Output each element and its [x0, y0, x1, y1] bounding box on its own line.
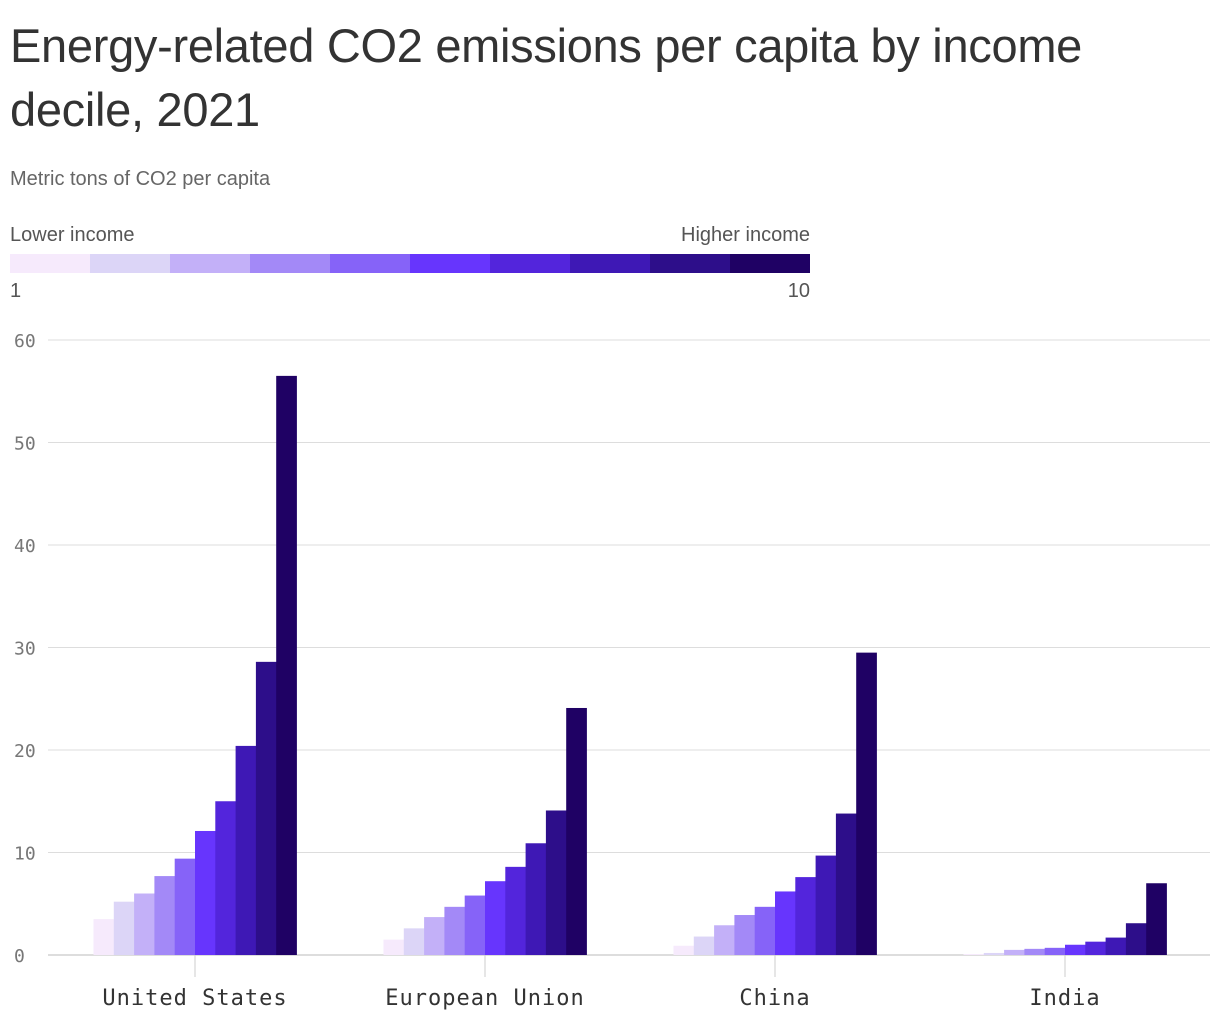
x-tick-label: United States: [102, 986, 287, 1011]
y-tick-label: 0: [14, 946, 25, 967]
bar-european-union-decile-7: [505, 866, 526, 955]
legend-swatch-7: [490, 254, 570, 273]
bar-china-decile-9: [835, 813, 857, 955]
legend-swatch-2: [90, 254, 170, 273]
bar-european-union-decile-9: [545, 810, 567, 955]
bar-united-states-decile-4: [154, 876, 176, 955]
bar-european-union-decile-1: [383, 939, 405, 956]
bar-european-union-decile-4: [444, 906, 466, 955]
y-tick-label: 10: [14, 844, 36, 865]
y-tick-label: 30: [14, 639, 36, 660]
legend-swatch-5: [330, 254, 410, 273]
bar-united-states-decile-5: [174, 858, 196, 955]
bar-united-states-decile-3: [134, 893, 155, 955]
bar-european-union-decile-3: [424, 917, 445, 955]
bar-european-union-decile-5: [464, 895, 486, 955]
legend-high-label: Higher income: [681, 224, 810, 246]
bar-china-decile-4: [734, 915, 756, 955]
y-tick-label: 60: [14, 331, 36, 352]
bar-china-decile-2: [693, 936, 715, 955]
y-tick-label: 20: [14, 741, 36, 762]
chart-title: Energy-related CO2 emissions per capita …: [10, 19, 1083, 136]
bar-european-union-decile-2: [403, 928, 425, 955]
bar-china-decile-6: [775, 891, 796, 955]
bar-india-decile-3: [1004, 949, 1025, 956]
legend-swatch-8: [570, 254, 650, 273]
bar-india-decile-8: [1105, 937, 1127, 955]
bar-united-states-decile-7: [215, 801, 236, 955]
bar-china-decile-10: [856, 652, 877, 956]
bar-united-states-decile-9: [255, 661, 277, 955]
bar-united-states-decile-6: [195, 830, 216, 955]
bar-india-decile-10: [1146, 883, 1167, 955]
bar-china-decile-1: [673, 945, 695, 955]
legend-swatch-4: [250, 254, 330, 273]
bar-european-union-decile-8: [525, 843, 547, 955]
bar-china-decile-5: [754, 906, 776, 955]
bar-united-states-decile-10: [276, 375, 297, 956]
y-tick-label: 50: [14, 434, 36, 455]
bar-european-union-decile-6: [485, 881, 506, 955]
x-tick-label: China: [739, 986, 810, 1011]
bar-india-decile-6: [1065, 944, 1086, 955]
bar-india-decile-1: [963, 953, 985, 955]
bar-india-decile-4: [1024, 948, 1046, 955]
legend-swatch-9: [650, 254, 730, 273]
legend-swatch-3: [170, 254, 250, 273]
x-tick-label: India: [1029, 986, 1100, 1011]
chart-subtitle: Metric tons of CO2 per capita: [10, 168, 271, 190]
legend-swatch-1: [10, 254, 90, 273]
legend-min-value: 1: [10, 280, 22, 302]
legend-swatch-6: [410, 254, 490, 273]
legend-swatch-10: [730, 254, 810, 273]
bar-india-decile-9: [1125, 923, 1147, 955]
bar-united-states-decile-8: [235, 745, 257, 955]
bar-india-decile-2: [983, 952, 1005, 955]
legend-max-value: 10: [787, 280, 810, 302]
color-legend-bar: [10, 254, 810, 273]
bar-united-states-decile-1: [93, 919, 115, 956]
bar-china-decile-3: [714, 925, 735, 955]
bar-united-states-decile-2: [113, 901, 135, 955]
bar-china-decile-8: [815, 855, 837, 955]
x-tick-label: European Union: [385, 986, 584, 1011]
legend-low-label: Lower income: [10, 224, 135, 246]
bar-india-decile-5: [1044, 947, 1066, 955]
bar-china-decile-7: [795, 877, 816, 955]
bar-european-union-decile-10: [566, 707, 587, 955]
y-tick-label: 40: [14, 536, 36, 557]
bar-india-decile-7: [1085, 941, 1106, 955]
